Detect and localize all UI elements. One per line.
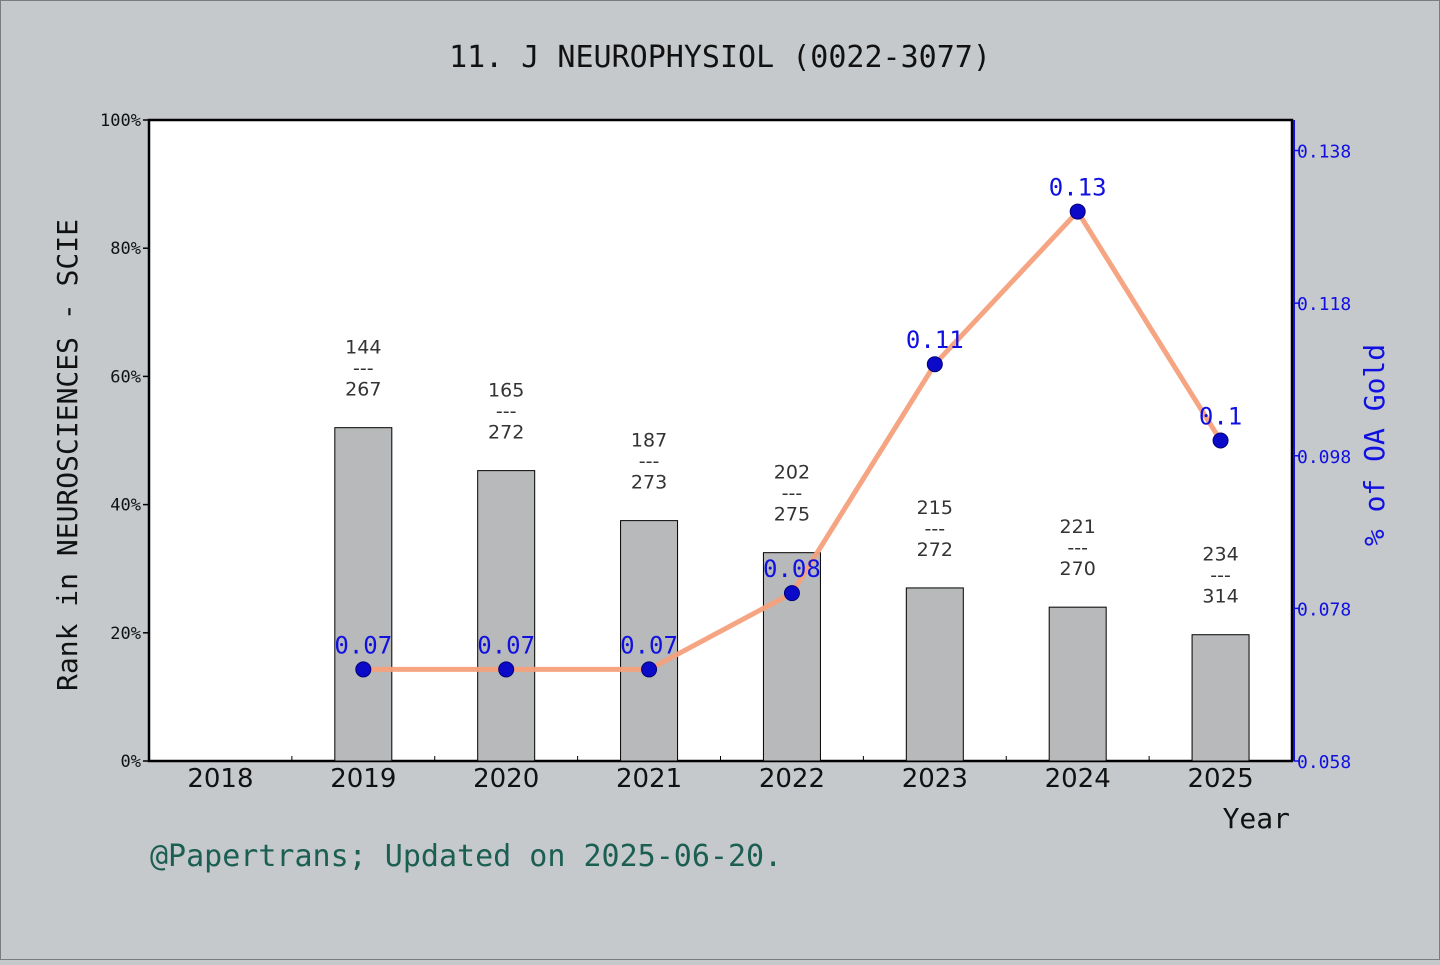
bar-label-bottom-2022: 275 [774,504,810,526]
x-tick-label-2019: 2019 [330,764,396,794]
oa-gold-point-2023 [926,356,943,373]
line-layer: 0.07 0.07 0.07 0.08 0.11 0.13 0.1 [334,174,1242,678]
bar-label-sep-2020: --- [496,401,517,423]
oa-gold-point-2025 [1212,432,1229,449]
oa-gold-label-2019: 0.07 [334,631,392,659]
x-tick-label-2018: 2018 [187,764,253,794]
oa-gold-label-2024: 0.13 [1049,174,1107,202]
oa-gold-label-2020: 0.07 [477,631,535,659]
right-tick-label: 0.078 [1297,599,1351,620]
bar-label-bottom-2025: 314 [1202,586,1238,608]
bar-label-top-2022: 202 [774,462,810,484]
bar-label-top-2023: 215 [917,497,953,519]
bar-label-top-2019: 144 [345,337,381,359]
bar-label-bottom-2019: 267 [345,379,381,401]
bar-2024 [1048,606,1107,762]
left-tick-label: 40% [110,496,141,516]
footer-note: @Papertrans; Updated on 2025-06-20. [150,839,782,874]
x-tick-label-2021: 2021 [616,764,682,794]
bar-2023 [905,587,964,762]
bar-label-sep-2023: --- [925,518,946,540]
x-tick-label-2025: 2025 [1187,764,1253,794]
x-tick-label-2022: 2022 [759,764,825,794]
left-tick-label: 60% [110,367,141,387]
bar-label-top-2021: 187 [631,430,667,452]
left-tick-label: 20% [110,624,141,644]
left-tick-label: 80% [110,239,141,259]
bar-2019 [334,427,393,762]
bar-label-sep-2019: --- [353,358,374,380]
bar-2021 [620,520,679,762]
left-tick-label: 100% [100,111,141,131]
bar-label-sep-2021: --- [639,451,660,473]
oa-gold-label-2021: 0.07 [620,631,678,659]
bar-label-bottom-2020: 272 [488,422,524,444]
right-axis-title: % of OA Gold [1358,344,1391,546]
bar-label-bottom-2021: 273 [631,472,667,494]
bar-2020 [477,470,536,762]
x-axis-title: Year [1223,802,1290,835]
bar-2025 [1191,634,1250,762]
bar-label-bottom-2023: 272 [917,539,953,561]
plot-area [147,118,1294,763]
oa-gold-label-2022: 0.08 [763,555,821,583]
right-axis: 0.058 0.078 0.098 0.118 0.138 [1293,120,1351,773]
bar-2022 [762,552,821,762]
right-tick-label: 0.058 [1297,752,1351,773]
x-tick-label-2023: 2023 [902,764,968,794]
bar-label-top-2025: 234 [1202,544,1238,566]
bar-label-top-2020: 165 [488,380,524,402]
oa-gold-point-2024 [1069,203,1086,220]
bar-label-bottom-2024: 270 [1060,558,1096,580]
left-axis-title: Rank in NEUROSCIENCES - SCIE [51,219,84,691]
oa-gold-label-2023: 0.11 [906,326,964,354]
right-tick-label: 0.098 [1297,447,1351,468]
oa-gold-label-2025: 0.1 [1199,403,1242,431]
chart-title: 11. J NEUROPHYSIOL (0022-3077) [449,40,991,75]
oa-gold-point-2019 [355,661,372,678]
left-axis: 0% 20% 40% 60% 80% 100% [100,111,149,772]
bar-label-sep-2024: --- [1067,537,1088,559]
bars-layer: 144---267 165---272 187---273 202---275 215-… [334,337,1250,762]
bar-label-top-2024: 221 [1060,516,1096,538]
x-tick-label-2020: 2020 [473,764,539,794]
right-tick-label: 0.138 [1297,142,1351,163]
right-tick-label: 0.118 [1297,294,1351,315]
x-tick-label-2024: 2024 [1045,764,1111,794]
left-tick-label: 0% [121,752,141,772]
oa-gold-point-2020 [498,661,515,678]
oa-gold-point-2022 [783,585,800,602]
bar-label-sep-2025: --- [1210,565,1231,587]
bar-label-sep-2022: --- [782,483,803,505]
oa-gold-point-2021 [641,661,658,678]
x-axis: 2018 2019 2020 2021 2022 2023 2024 2025 [187,756,1254,794]
